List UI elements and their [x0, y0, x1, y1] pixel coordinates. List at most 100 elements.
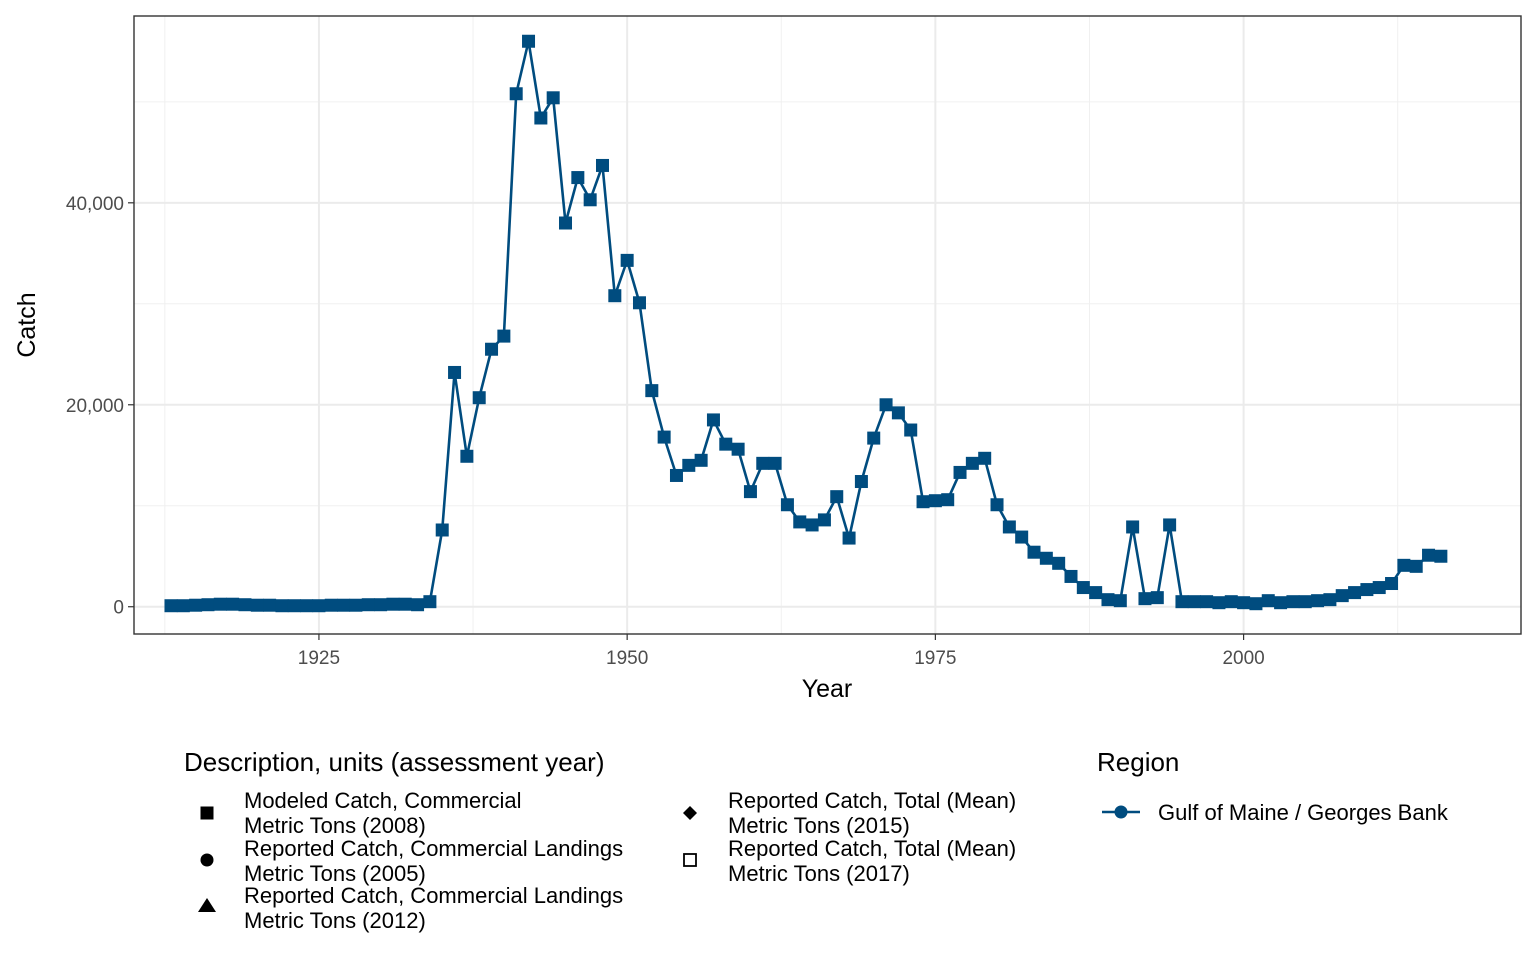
x-tick-label: 2000	[1222, 648, 1264, 669]
data-point	[411, 598, 425, 612]
data-point	[1101, 593, 1115, 607]
data-point	[1261, 594, 1275, 608]
data-point	[595, 158, 609, 172]
data-point	[1434, 549, 1448, 563]
data-point	[213, 597, 227, 611]
data-point	[645, 384, 659, 398]
legend-key-line1: Reported Catch, Commercial Landings	[244, 883, 623, 908]
data-point	[497, 329, 511, 343]
legend-title-region: Region	[1097, 747, 1179, 777]
data-point	[608, 289, 622, 303]
data-point	[349, 598, 363, 612]
triangle-icon	[198, 898, 216, 912]
data-point	[287, 599, 301, 613]
data-point	[1064, 569, 1078, 583]
data-point	[324, 598, 338, 612]
data-point	[1311, 594, 1325, 608]
data-point	[386, 597, 400, 611]
data-point	[263, 598, 277, 612]
y-tick-label: 0	[113, 598, 124, 619]
x-axis: 1925 1950 1975 2000	[298, 634, 1265, 669]
data-point	[780, 498, 794, 512]
data-point	[1397, 558, 1411, 572]
data-point	[398, 597, 412, 611]
data-point	[312, 599, 326, 613]
data-point	[793, 515, 807, 529]
data-markers	[164, 34, 1448, 613]
data-point	[1249, 597, 1263, 611]
data-point	[1200, 595, 1214, 609]
data-point	[522, 34, 536, 48]
data-point	[632, 296, 646, 310]
data-point	[620, 253, 634, 267]
data-point	[1372, 581, 1386, 595]
data-point	[657, 430, 671, 444]
data-point	[1175, 595, 1189, 609]
data-point	[509, 87, 523, 101]
circle-icon	[200, 853, 214, 867]
legend-key-line1: Modeled Catch, Commercial	[244, 788, 522, 813]
data-point	[583, 193, 597, 207]
data-point	[1385, 577, 1399, 591]
data-point	[1002, 520, 1016, 534]
legend-key-line1: Reported Catch, Total (Mean)	[728, 836, 1016, 861]
data-point	[743, 485, 757, 499]
data-point	[472, 391, 486, 405]
x-tick-label: 1975	[914, 648, 956, 669]
x-axis-title: Year	[802, 675, 853, 703]
legend-key-line2: Metric Tons (2017)	[728, 861, 910, 886]
data-point	[953, 465, 967, 479]
data-point	[879, 398, 893, 412]
data-point	[534, 111, 548, 125]
legend-description: Modeled Catch, Commercial Metric Tons (20…	[198, 788, 1016, 933]
data-point	[1274, 596, 1288, 610]
data-point	[731, 442, 745, 456]
data-point	[485, 342, 499, 356]
data-point	[694, 453, 708, 467]
data-point	[1039, 551, 1053, 565]
x-tick-label: 1950	[606, 648, 648, 669]
data-point	[201, 598, 215, 612]
data-point	[423, 595, 437, 609]
data-point	[842, 531, 856, 545]
data-point	[916, 495, 930, 509]
plot-border	[133, 15, 1522, 635]
data-point	[250, 598, 264, 612]
data-point	[1237, 596, 1251, 610]
data-point	[1286, 595, 1300, 609]
data-point	[928, 494, 942, 508]
data-point	[1348, 586, 1362, 600]
square-icon	[200, 806, 214, 820]
data-point	[1076, 581, 1090, 595]
legend-title-description: Description, units (assessment year)	[184, 747, 604, 777]
diamond-icon	[683, 806, 697, 820]
legend-key-triangle: Reported Catch, Commercial LandingsMetri…	[198, 883, 623, 933]
data-point	[1138, 592, 1152, 606]
data-point	[719, 437, 733, 451]
data-point	[891, 406, 905, 420]
legend-key-line1: Reported Catch, Commercial Landings	[244, 836, 623, 861]
data-point	[164, 599, 178, 613]
legend-region-label: Gulf of Maine / Georges Bank	[1158, 800, 1449, 825]
data-point	[189, 598, 203, 612]
legend-region-key	[1102, 805, 1140, 819]
data-point	[682, 458, 696, 472]
data-point	[817, 513, 831, 527]
data-point	[337, 598, 351, 612]
legend-key-diamond: Reported Catch, Total (Mean)Metric Tons …	[683, 788, 1016, 838]
data-point	[805, 518, 819, 532]
data-point	[1150, 591, 1164, 605]
data-point	[756, 456, 770, 470]
data-point	[238, 598, 252, 612]
legend-key-line1: Reported Catch, Total (Mean)	[728, 788, 1016, 813]
data-point	[1126, 520, 1140, 534]
data-point	[1187, 595, 1201, 609]
grid-minor	[134, 16, 1521, 634]
data-point	[1298, 595, 1312, 609]
data-point	[990, 498, 1004, 512]
data-point	[374, 598, 388, 612]
x-tick-label: 1925	[298, 648, 340, 669]
data-point	[1212, 596, 1226, 610]
